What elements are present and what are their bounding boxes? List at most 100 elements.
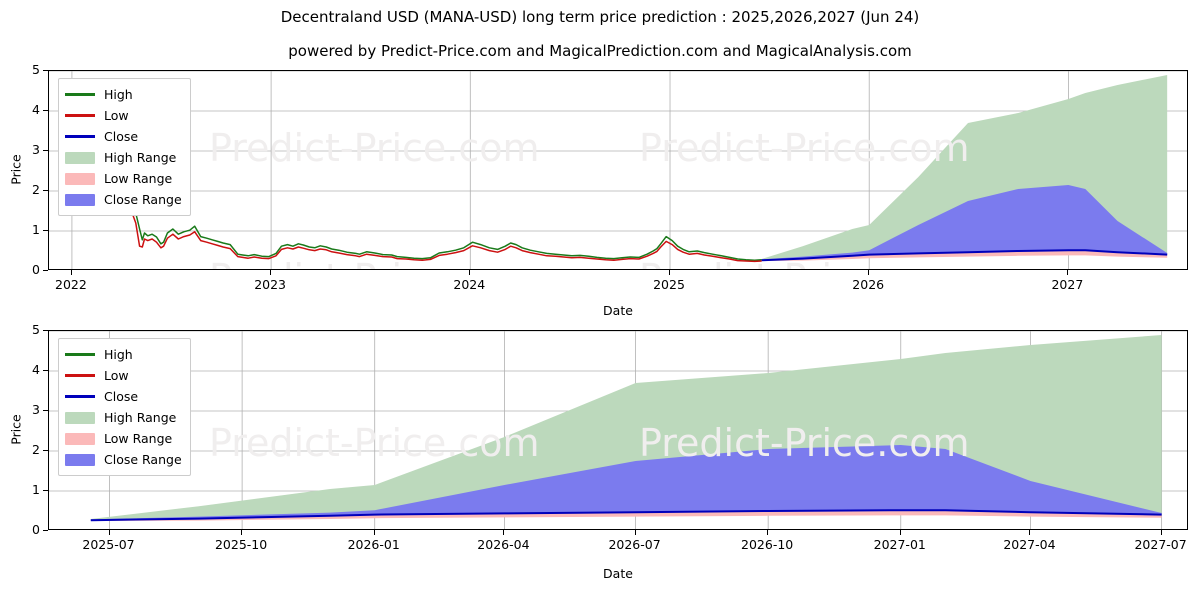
x-tick-mark — [1029, 530, 1030, 535]
y-tick-label: 3 — [8, 402, 40, 417]
y-tick-label: 3 — [8, 142, 40, 157]
y-tick-mark — [43, 190, 48, 191]
y-tick-mark — [43, 530, 48, 531]
x-tick-mark — [503, 530, 504, 535]
y-tick-label: 0 — [8, 262, 40, 277]
legend-label: High Range — [104, 150, 176, 165]
y-tick-label: 0 — [8, 522, 40, 537]
y-tick-mark — [43, 370, 48, 371]
y-tick-mark — [43, 410, 48, 411]
x-tick-mark — [241, 530, 242, 535]
legend-swatch-close-range-icon — [65, 194, 95, 206]
y-tick-mark — [43, 70, 48, 71]
x-tick-label: 2022 — [21, 277, 121, 292]
x-tick-label: 2026-04 — [453, 537, 553, 552]
x-tick-mark — [868, 270, 869, 275]
x-tick-label: 2027 — [1017, 277, 1117, 292]
legend-swatch-low-range-icon — [65, 433, 95, 445]
legend-label: Close — [104, 389, 138, 404]
y-tick-label: 1 — [8, 222, 40, 237]
legend-item-high-range[interactable]: High Range — [65, 147, 182, 168]
legend-swatch-close-range-icon — [65, 454, 95, 466]
x-tick-label: 2027-01 — [850, 537, 950, 552]
legend-label: Low — [104, 108, 129, 123]
top-plot-svg — [49, 71, 1188, 270]
legend-item-high[interactable]: High — [65, 84, 182, 105]
x-tick-label: 2025-07 — [59, 537, 159, 552]
legend-swatch-low-icon — [65, 109, 95, 122]
x-tick-label: 2023 — [220, 277, 320, 292]
bottom-chart-panel: Predict-Price.com Predict-Price.com High… — [48, 330, 1188, 530]
x-tick-mark — [669, 270, 670, 275]
x-tick-label: 2027-04 — [979, 537, 1079, 552]
legend-item-low-range[interactable]: Low Range — [65, 428, 182, 449]
x-tick-label: 2026 — [818, 277, 918, 292]
x-tick-label: 2026-01 — [324, 537, 424, 552]
y-tick-mark — [43, 150, 48, 151]
page-subtitle: powered by Predict-Price.com and Magical… — [0, 42, 1200, 60]
x-tick-label: 2026-07 — [585, 537, 685, 552]
legend-item-close-range[interactable]: Close Range — [65, 449, 182, 470]
y-tick-label: 1 — [8, 482, 40, 497]
x-tick-mark — [635, 530, 636, 535]
legend-label: Close Range — [104, 192, 182, 207]
legend-label: Close — [104, 129, 138, 144]
top-plot-area: Predict-Price.com Predict-Price.com Pred… — [48, 70, 1188, 270]
x-tick-mark — [469, 270, 470, 275]
legend-item-low-range[interactable]: Low Range — [65, 168, 182, 189]
y-tick-label: 2 — [8, 182, 40, 197]
page-title: Decentraland USD (MANA-USD) long term pr… — [0, 8, 1200, 26]
legend-label: Low — [104, 368, 129, 383]
legend-item-close-range[interactable]: Close Range — [65, 189, 182, 210]
x-tick-label: 2026-10 — [717, 537, 817, 552]
bottom-plot-svg — [49, 331, 1188, 530]
x-tick-label: 2025-10 — [191, 537, 291, 552]
top-chart-legend: High Low Close High Range Low Range Close Ran… — [58, 78, 191, 216]
y-tick-mark — [43, 490, 48, 491]
legend-item-close[interactable]: Close — [65, 386, 182, 407]
x-tick-label: 2027-07 — [1111, 537, 1200, 552]
x-tick-mark — [374, 530, 375, 535]
x-tick-mark — [900, 530, 901, 535]
legend-item-close[interactable]: Close — [65, 126, 182, 147]
legend-item-high[interactable]: High — [65, 344, 182, 365]
y-tick-label: 4 — [8, 362, 40, 377]
x-tick-mark — [1067, 270, 1068, 275]
legend-swatch-close-icon — [65, 390, 95, 403]
legend-swatch-close-icon — [65, 130, 95, 143]
y-tick-mark — [43, 110, 48, 111]
legend-label: High Range — [104, 410, 176, 425]
y-tick-label: 4 — [8, 102, 40, 117]
x-tick-mark — [767, 530, 768, 535]
x-tick-mark — [71, 270, 72, 275]
top-x-axis-label: Date — [48, 303, 1188, 318]
legend-label: Close Range — [104, 452, 182, 467]
top-chart-panel: Predict-Price.com Predict-Price.com Pred… — [48, 70, 1188, 270]
legend-label: High — [104, 347, 133, 362]
legend-swatch-low-icon — [65, 369, 95, 382]
legend-swatch-high-icon — [65, 348, 95, 361]
legend-label: Low Range — [104, 171, 172, 186]
legend-label: High — [104, 87, 133, 102]
legend-item-low[interactable]: Low — [65, 365, 182, 386]
legend-swatch-high-range-icon — [65, 412, 95, 424]
y-tick-mark — [43, 230, 48, 231]
y-tick-mark — [43, 270, 48, 271]
x-tick-label: 2025 — [619, 277, 719, 292]
x-tick-label: 2024 — [419, 277, 519, 292]
y-tick-mark — [43, 330, 48, 331]
x-tick-mark — [270, 270, 271, 275]
bottom-chart-legend: High Low Close High Range Low Range Close Ran… — [58, 338, 191, 476]
x-tick-mark — [1161, 530, 1162, 535]
y-tick-label: 5 — [8, 62, 40, 77]
legend-label: Low Range — [104, 431, 172, 446]
x-tick-mark — [109, 530, 110, 535]
y-tick-mark — [43, 450, 48, 451]
legend-item-low[interactable]: Low — [65, 105, 182, 126]
legend-swatch-high-icon — [65, 88, 95, 101]
legend-item-high-range[interactable]: High Range — [65, 407, 182, 428]
price-prediction-figure: Decentraland USD (MANA-USD) long term pr… — [0, 0, 1200, 600]
y-tick-label: 5 — [8, 322, 40, 337]
y-tick-label: 2 — [8, 442, 40, 457]
legend-swatch-low-range-icon — [65, 173, 95, 185]
